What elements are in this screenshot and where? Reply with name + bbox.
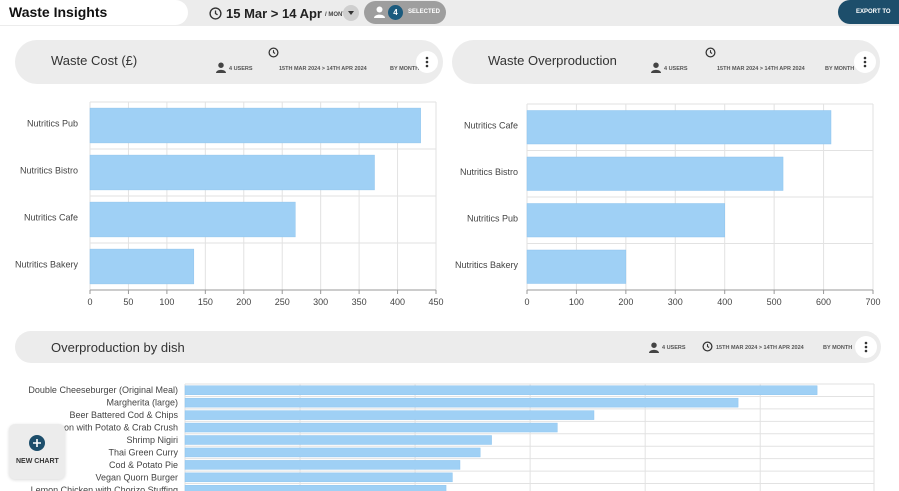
tick-label: 100 [159, 297, 174, 307]
new-chart-label: NEW CHART [16, 458, 59, 465]
bar[interactable] [526, 156, 784, 191]
tick-label: 500 [767, 297, 782, 307]
export-button[interactable]: EXPORT TO [838, 0, 899, 24]
tick-label: 300 [313, 297, 328, 307]
category-label: Nutritics Cafe [24, 213, 78, 223]
date-dropdown-button[interactable] [343, 5, 359, 21]
category-label: Thai Green Curry [108, 447, 178, 457]
chevron-down-icon [348, 11, 354, 15]
category-label: Nutritics Bakery [455, 260, 519, 270]
tick-label: 0 [87, 297, 92, 307]
category-label: Beer Battered Cod & Chips [69, 410, 178, 420]
clock-icon [705, 47, 716, 58]
waste-cost-header: Waste Cost (£) 4 USERS 15TH MAR 2024 > 1… [15, 40, 443, 84]
tick-label: 300 [668, 297, 683, 307]
clock-icon [268, 47, 279, 58]
user-icon [649, 342, 659, 353]
waste-overproduction-title: Waste Overproduction [488, 53, 617, 68]
category-label: Nutritics Bakery [15, 260, 79, 270]
bar[interactable] [184, 422, 558, 433]
waste-cost-menu-button[interactable] [416, 51, 438, 73]
clock-icon [702, 341, 713, 352]
tick-label: 600 [816, 297, 831, 307]
tick-label: 50 [123, 297, 133, 307]
new-chart-button[interactable]: NEW CHART [9, 424, 65, 479]
plus-icon [29, 435, 45, 451]
selected-count-badge: 4 [388, 5, 403, 20]
overproduction-by-dish-users: 4 USERS [662, 345, 686, 351]
user-icon [374, 6, 385, 18]
category-label: Cod & Potato Pie [109, 460, 178, 470]
waste-overproduction-date: 15TH MAR 2024 > 14TH APR 2024 [717, 66, 805, 72]
overproduction-by-dish-header: Overproduction by dish 4 USERS 15TH MAR … [15, 331, 881, 363]
kebab-menu-icon [863, 56, 867, 68]
overproduction-by-dish-chart: Double Cheeseburger (Original Meal) Margh… [28, 383, 875, 491]
category-label: Margherita (large) [106, 398, 178, 408]
selected-label: SELECTED [408, 9, 441, 15]
page-title-pill: Waste Insights [0, 0, 188, 25]
tick-label: 0 [524, 297, 529, 307]
bar[interactable] [184, 472, 453, 483]
bar[interactable] [184, 435, 492, 445]
bar[interactable] [184, 485, 447, 491]
date-period-text: / MONTH [324, 11, 351, 18]
bar[interactable] [526, 203, 725, 238]
category-label: Double Cheeseburger (Original Meal) [28, 385, 178, 395]
tick-label: 450 [428, 297, 443, 307]
overproduction-by-dish-menu-button[interactable] [855, 336, 877, 358]
clock-icon [209, 6, 222, 20]
category-label: Nutritics Cafe [464, 120, 518, 130]
category-label: Shrimp Nigiri [126, 435, 178, 445]
kebab-menu-icon [864, 341, 868, 353]
tick-label: 200 [236, 297, 251, 307]
bar[interactable] [89, 248, 195, 285]
tick-label: 400 [717, 297, 732, 307]
overproduction-by-dish-title: Overproduction by dish [51, 340, 185, 355]
bar[interactable] [184, 460, 461, 470]
user-icon [651, 62, 661, 73]
waste-overproduction-chart: Nutritics Cafe Nutritics Bistro Nutritics … [455, 103, 881, 307]
tick-label: 250 [275, 297, 290, 307]
bar[interactable] [89, 201, 296, 238]
user-icon [216, 62, 226, 73]
tick-label: 100 [569, 297, 584, 307]
export-label: EXPORT TO [856, 9, 891, 15]
overproduction-by-dish-date: 15TH MAR 2024 > 14TH APR 2024 [716, 345, 804, 351]
bar[interactable] [184, 397, 739, 408]
category-label: Nutritics Bistro [20, 166, 78, 176]
waste-overproduction-header: Waste Overproduction 4 USERS 15TH MAR 20… [452, 40, 880, 84]
bar[interactable] [526, 249, 627, 284]
tick-label: 200 [618, 297, 633, 307]
waste-cost-chart: Nutritics Pub Nutritics Bistro Nutritics C… [15, 101, 444, 307]
tick-label: 350 [352, 297, 367, 307]
kebab-menu-icon [425, 56, 429, 68]
waste-overproduction-users: 4 USERS [664, 66, 688, 72]
overproduction-by-dish-period: BY MONTH [823, 345, 853, 351]
page-title: Waste Insights [9, 4, 108, 20]
tick-label: 150 [198, 297, 213, 307]
date-range-text: 15 Mar > 14 Apr [226, 5, 322, 21]
category-label: Vegan Quorn Burger [95, 472, 178, 482]
waste-overproduction-period: BY MONTH [825, 66, 855, 72]
bar[interactable] [526, 110, 832, 145]
waste-cost-date: 15TH MAR 2024 > 14TH APR 2024 [279, 66, 367, 72]
category-label: Nutritics Pub [27, 119, 78, 129]
category-label: Nutritics Pub [467, 213, 518, 223]
category-label: Lemon Chicken with Chorizo Stuffing [31, 485, 178, 491]
waste-cost-users: 4 USERS [229, 66, 253, 72]
tick-label: 400 [390, 297, 405, 307]
bar[interactable] [184, 447, 481, 458]
users-selector[interactable]: 4 SELECTED [364, 1, 446, 24]
bar[interactable] [184, 385, 818, 395]
bar[interactable] [184, 410, 595, 420]
category-label: Salmon with Potato & Crab Crush [43, 423, 178, 433]
bar[interactable] [89, 107, 421, 144]
date-range-selector[interactable]: 15 Mar > 14 Apr / MONTH [209, 3, 350, 23]
waste-overproduction-menu-button[interactable] [854, 51, 876, 73]
category-label: Nutritics Bistro [460, 167, 518, 177]
bar[interactable] [89, 154, 375, 191]
tick-label: 700 [865, 297, 880, 307]
waste-cost-period: BY MONTH [390, 66, 420, 72]
waste-cost-title: Waste Cost (£) [51, 53, 138, 68]
